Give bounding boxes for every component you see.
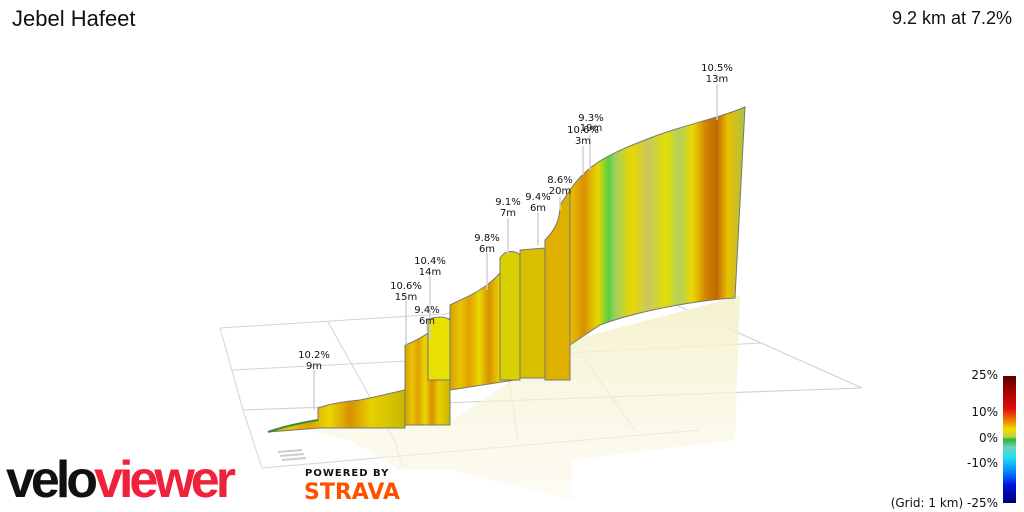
annotation-length: 6m <box>419 316 435 327</box>
profile-walls <box>267 106 746 433</box>
annotation-gradient: 9.4% <box>525 192 550 203</box>
gradient-legend: 25% 10% 0% -10% (Grid: 1 km) -25% <box>880 368 1024 512</box>
annotation-gradient: 9.3% <box>578 113 603 124</box>
logo-viewer: viewer <box>94 451 236 509</box>
legend-tick: 25% <box>971 368 998 382</box>
annotation-length: 20m <box>549 186 571 197</box>
annotation-gradient: 9.8% <box>474 233 499 244</box>
annotation-length: 7m <box>500 208 516 219</box>
annotation-length: 13m <box>706 74 728 85</box>
annotation-labels: 10.2% 9m 10.6% 15m 10.4% 14m 9.4% 6m 9.8… <box>298 63 733 372</box>
annotation-gradient: 10.6% <box>390 281 422 292</box>
powered-by-label: POWERED BY <box>305 468 390 479</box>
compass-marker-icon <box>277 449 307 461</box>
annotation-length: 15m <box>395 292 417 303</box>
legend-tick: -10% <box>966 456 998 470</box>
annotation-leaders <box>313 84 718 410</box>
legend-tick: (Grid: 1 km) -25% <box>890 496 998 510</box>
climb-title: Jebel Hafeet <box>12 6 136 31</box>
annotation-gradient: 10.4% <box>414 256 446 267</box>
annotation-length: 19m <box>580 123 602 134</box>
annotation-gradient: 9.4% <box>414 305 439 316</box>
profile-reflection <box>305 296 740 500</box>
annotation-length: 14m <box>419 267 441 278</box>
annotation-length: 9m <box>306 361 322 372</box>
legend-tick: 0% <box>978 431 998 445</box>
annotation-gradient: 10.6% <box>567 125 599 136</box>
annotation-gradient: 9.1% <box>495 197 520 208</box>
annotation-gradient: 10.2% <box>298 350 330 361</box>
annotation-length: 6m <box>479 244 495 255</box>
legend-tick: 10% <box>971 405 998 419</box>
profile-start-line <box>267 419 319 433</box>
logo-velo: velo <box>6 451 98 509</box>
gradient-color-scale <box>1003 376 1016 503</box>
climb-summary: 9.2 km at 7.2% <box>891 8 1012 28</box>
annotation-length: 6m <box>530 203 546 214</box>
strava-logo[interactable]: STRAVA <box>304 480 400 505</box>
annotation-gradient: 10.5% <box>701 63 733 74</box>
annotation-gradient: 8.6% <box>547 175 572 186</box>
annotation-length: 3m <box>575 136 591 147</box>
